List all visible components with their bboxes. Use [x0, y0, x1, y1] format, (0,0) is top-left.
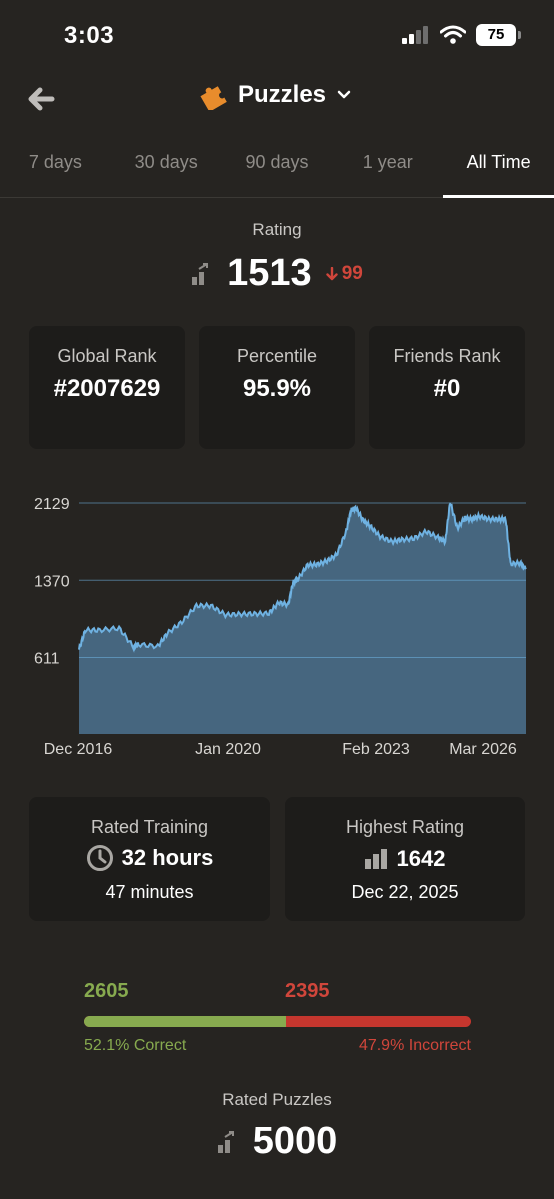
- chart-x-tick-label: Feb 2023: [342, 741, 410, 758]
- correct-fill: [84, 1016, 286, 1027]
- rating-trend-icon: [192, 262, 209, 285]
- rating-value: 1513: [227, 252, 312, 294]
- status-bar: 3:03 75: [0, 0, 554, 70]
- results-bar-section: 2605 2395 52.1% Correct 47.9% Incorrect: [84, 980, 471, 1057]
- rating-section: Rating 1513 99: [0, 220, 554, 295]
- friends-rank-card: Friends Rank #0: [369, 326, 525, 449]
- signal-icon: [402, 26, 428, 44]
- nav-title: Puzzles: [238, 81, 327, 108]
- highest-rating-value: 1642: [396, 846, 446, 871]
- rated-puzzles-section: Rated Puzzles 5000: [0, 1090, 554, 1163]
- status-icons: 75: [402, 24, 521, 46]
- highest-rating-label: Highest Rating: [345, 817, 465, 837]
- nav-header: Puzzles: [0, 74, 554, 124]
- battery-icon: 75: [476, 24, 521, 46]
- rated-training-hours: 32 hours: [121, 845, 214, 870]
- chevron-down-icon: [337, 90, 351, 99]
- rating-delta-value: 99: [341, 262, 363, 284]
- chart-area-fill: [79, 504, 526, 734]
- chart-x-tick-label: Mar 2026: [449, 741, 517, 758]
- time-range-tabs: 7 days 30 days 90 days 1 year All Time: [0, 140, 554, 198]
- rated-puzzles-label: Rated Puzzles: [222, 1090, 332, 1109]
- rating-label: Rating: [252, 220, 302, 239]
- rating-history-chart: 611 1370 2129 Dec 2016 Jan 2020 Feb 2023 Mar 2…: [34, 496, 527, 758]
- rating-delta: 99: [326, 263, 363, 285]
- incorrect-percentage: 47.9% Incorrect: [358, 1037, 471, 1054]
- highest-rating-date: Dec 22, 2025: [351, 882, 459, 902]
- tab-30-days[interactable]: 30 days: [134, 152, 198, 172]
- chart-x-tick-label: Jan 2020: [195, 741, 261, 758]
- arrow-down-icon: [326, 266, 338, 280]
- tab-7-days[interactable]: 7 days: [28, 152, 82, 172]
- friends-rank-label: Friends Rank: [393, 346, 501, 366]
- puzzles-dropdown[interactable]: Puzzles: [198, 80, 352, 110]
- incorrect-count: 2395: [285, 980, 330, 1002]
- puzzles-trend-icon: [217, 1130, 234, 1153]
- bar-chart-icon: [364, 849, 387, 869]
- results-progress-bar: [84, 1016, 471, 1027]
- global-rank-value: #2007629: [53, 375, 161, 402]
- global-rank-card: Global Rank #2007629: [29, 326, 185, 449]
- rated-training-label: Rated Training: [90, 817, 209, 837]
- status-time: 3:03: [64, 22, 115, 49]
- tab-1-year[interactable]: 1 year: [362, 152, 413, 172]
- back-arrow-icon[interactable]: [24, 82, 58, 116]
- puzzle-piece-icon: [200, 86, 227, 110]
- percentile-label: Percentile: [236, 346, 318, 366]
- highest-rating-card: Highest Rating 1642 Dec 22, 2025: [285, 797, 525, 921]
- correct-percentage: 52.1% Correct: [84, 1037, 187, 1054]
- chart-y-tick-label: 1370: [34, 573, 70, 590]
- chart-x-tick-label: Dec 2016: [44, 741, 113, 758]
- rated-puzzles-value: 5000: [252, 1120, 338, 1162]
- tab-90-days[interactable]: 90 days: [245, 152, 309, 172]
- rated-training-card: Rated Training 32 hours 47 minutes: [29, 797, 270, 921]
- chart-y-tick-label: 611: [34, 651, 60, 668]
- chart-series-line: [78, 502, 527, 653]
- percentile-value: 95.9%: [242, 375, 312, 402]
- correct-count: 2605: [84, 980, 129, 1002]
- chart-y-tick-label: 2129: [34, 496, 70, 513]
- clock-icon: [86, 845, 113, 871]
- percentile-card: Percentile 95.9%: [199, 326, 355, 449]
- rated-training-minutes: 47 minutes: [105, 882, 194, 902]
- friends-rank-value: #0: [433, 375, 461, 402]
- tab-all-time[interactable]: All Time: [443, 140, 554, 198]
- wifi-icon: [440, 25, 466, 44]
- global-rank-label: Global Rank: [57, 346, 157, 366]
